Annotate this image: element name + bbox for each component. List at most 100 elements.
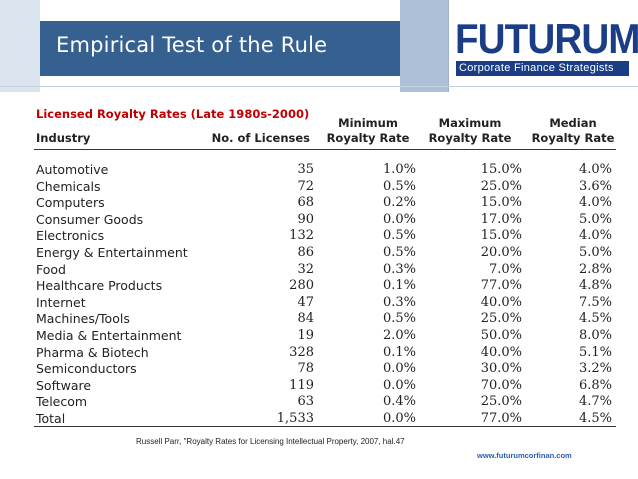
header-band (0, 0, 638, 92)
cell-median-rate: 5.1% (578, 344, 612, 360)
table-row: Computers 68 0.2% 15.0% 4.0% (34, 195, 616, 212)
header-divider (0, 86, 638, 87)
table-row: Machines/Tools 84 0.5% 25.0% 4.5% (34, 311, 616, 328)
table-row: Pharma & Biotech 328 0.1% 40.0% 5.1% (34, 345, 616, 362)
cell-licenses: 119 (289, 377, 314, 393)
cell-licenses: 280 (289, 278, 314, 294)
cell-minimum-rate: 0.5% (382, 228, 416, 244)
cell-licenses: 72 (297, 178, 314, 194)
cell-licenses: 86 (297, 245, 314, 260)
cell-minimum-rate: 2.0% (382, 328, 416, 343)
cell-industry: Internet (36, 294, 86, 310)
cell-minimum-rate: 0.5% (382, 311, 416, 327)
table-row: Chemicals 72 0.5% 25.0% 3.6% (34, 179, 616, 196)
cell-minimum-rate: 0.3% (382, 261, 416, 277)
cell-minimum-rate: 0.0% (382, 411, 416, 426)
cell-minimum-rate: 0.1% (382, 278, 416, 294)
cell-minimum-rate: 0.4% (382, 394, 416, 410)
source-citation: Russell Parr, "Royalty Rates for Licensi… (136, 437, 405, 446)
header-left-panel (0, 0, 40, 92)
cell-industry: Consumer Goods (36, 211, 144, 227)
cell-maximum-rate: 40.0% (480, 344, 522, 360)
cell-licenses: 328 (289, 344, 314, 360)
cell-minimum-rate: 0.1% (382, 344, 416, 360)
cell-median-rate: 4.0% (578, 195, 612, 211)
header-maximum-line1: Maximum (438, 116, 502, 130)
website-link[interactable]: www.futurumcorfinan.com (477, 451, 572, 460)
cell-maximum-rate: 15.0% (480, 162, 522, 177)
cell-minimum-rate: 0.5% (382, 178, 416, 194)
title-bar (40, 21, 400, 76)
logo-panel (448, 0, 638, 92)
cell-maximum-rate: 40.0% (480, 294, 522, 310)
header-median-line2: Royalty Rate (531, 131, 615, 145)
header-minimum-line1: Minimum (338, 116, 398, 130)
cell-minimum-rate: 0.0% (382, 361, 416, 377)
header-maximum-line2: Royalty Rate (428, 131, 512, 145)
cell-maximum-rate: 77.0% (480, 278, 522, 294)
table-row: Semiconductors 78 0.0% 30.0% 3.2% (34, 361, 616, 378)
cell-median-rate: 2.8% (578, 261, 612, 277)
logo-word: FUTURUM (455, 15, 638, 62)
cell-minimum-rate: 0.0% (382, 377, 416, 393)
cell-licenses: 132 (289, 228, 314, 244)
table-row: Consumer Goods 90 0.0% 17.0% 5.0% (34, 212, 616, 229)
header-minimum-line2: Royalty Rate (326, 131, 410, 145)
cell-minimum-rate: 0.3% (382, 294, 416, 310)
table-row: Total 1,533 0.0% 77.0% 4.5% (34, 411, 616, 428)
header-industry: Industry (36, 131, 91, 145)
table-row: Software 119 0.0% 70.0% 6.8% (34, 378, 616, 395)
cell-median-rate: 8.0% (578, 328, 612, 343)
cell-maximum-rate: 15.0% (480, 228, 522, 244)
cell-maximum-rate: 7.0% (488, 261, 522, 277)
cell-industry: Media & Entertainment (36, 328, 182, 343)
cell-licenses: 84 (297, 311, 314, 327)
cell-median-rate: 4.7% (578, 394, 612, 410)
cell-maximum-rate: 70.0% (480, 377, 522, 393)
slide-title: Empirical Test of the Rule (56, 33, 328, 57)
futurum-logo: FUTURUM Corporate Finance Strategists (455, 18, 638, 78)
header-accent-panel (400, 0, 448, 92)
bottom-rule (34, 426, 616, 427)
table-row: Energy & Entertainment 86 0.5% 20.0% 5.0% (34, 245, 616, 262)
cell-minimum-rate: 1.0% (382, 162, 416, 177)
cell-maximum-rate: 50.0% (480, 328, 522, 343)
cell-minimum-rate: 0.2% (382, 195, 416, 211)
cell-industry: Chemicals (36, 178, 101, 194)
header-licenses: No. of Licenses (211, 131, 310, 145)
table-row: Media & Entertainment 19 2.0% 50.0% 8.0% (34, 328, 616, 345)
cell-industry: Telecom (36, 394, 88, 410)
cell-industry: Automotive (36, 162, 109, 177)
cell-maximum-rate: 20.0% (480, 245, 522, 260)
table-row: Telecom 63 0.4% 25.0% 4.7% (34, 394, 616, 411)
cell-minimum-rate: 0.5% (382, 245, 416, 260)
cell-licenses: 1,533 (276, 411, 314, 426)
header-median-line1: Median (549, 116, 597, 130)
cell-industry: Computers (36, 195, 105, 211)
header-rule (34, 149, 616, 150)
cell-median-rate: 3.2% (578, 361, 612, 377)
cell-licenses: 32 (297, 261, 314, 277)
cell-median-rate: 4.5% (578, 411, 612, 426)
table-row: Electronics 132 0.5% 15.0% 4.0% (34, 228, 616, 245)
cell-median-rate: 4.8% (578, 278, 612, 294)
table-row: Healthcare Products 280 0.1% 77.0% 4.8% (34, 278, 616, 295)
table-caption: Licensed Royalty Rates (Late 1980s-2000) (36, 107, 310, 121)
cell-median-rate: 6.8% (578, 377, 612, 393)
logo-tagline-bar (456, 61, 629, 76)
cell-licenses: 90 (297, 211, 314, 227)
cell-median-rate: 3.6% (578, 178, 612, 194)
cell-median-rate: 5.0% (578, 245, 612, 260)
cell-median-rate: 5.0% (578, 211, 612, 227)
cell-maximum-rate: 17.0% (480, 211, 522, 227)
cell-median-rate: 4.0% (578, 162, 612, 177)
cell-minimum-rate: 0.0% (382, 211, 416, 227)
cell-maximum-rate: 25.0% (480, 178, 522, 194)
cell-industry: Total (36, 411, 66, 426)
logo-tagline: Corporate Finance Strategists (459, 62, 614, 74)
table-row: Food 32 0.3% 7.0% 2.8% (34, 262, 616, 279)
cell-industry: Electronics (36, 228, 105, 244)
cell-median-rate: 4.0% (578, 228, 612, 244)
table-row: Internet 47 0.3% 40.0% 7.5% (34, 295, 616, 312)
cell-licenses: 68 (297, 195, 314, 211)
